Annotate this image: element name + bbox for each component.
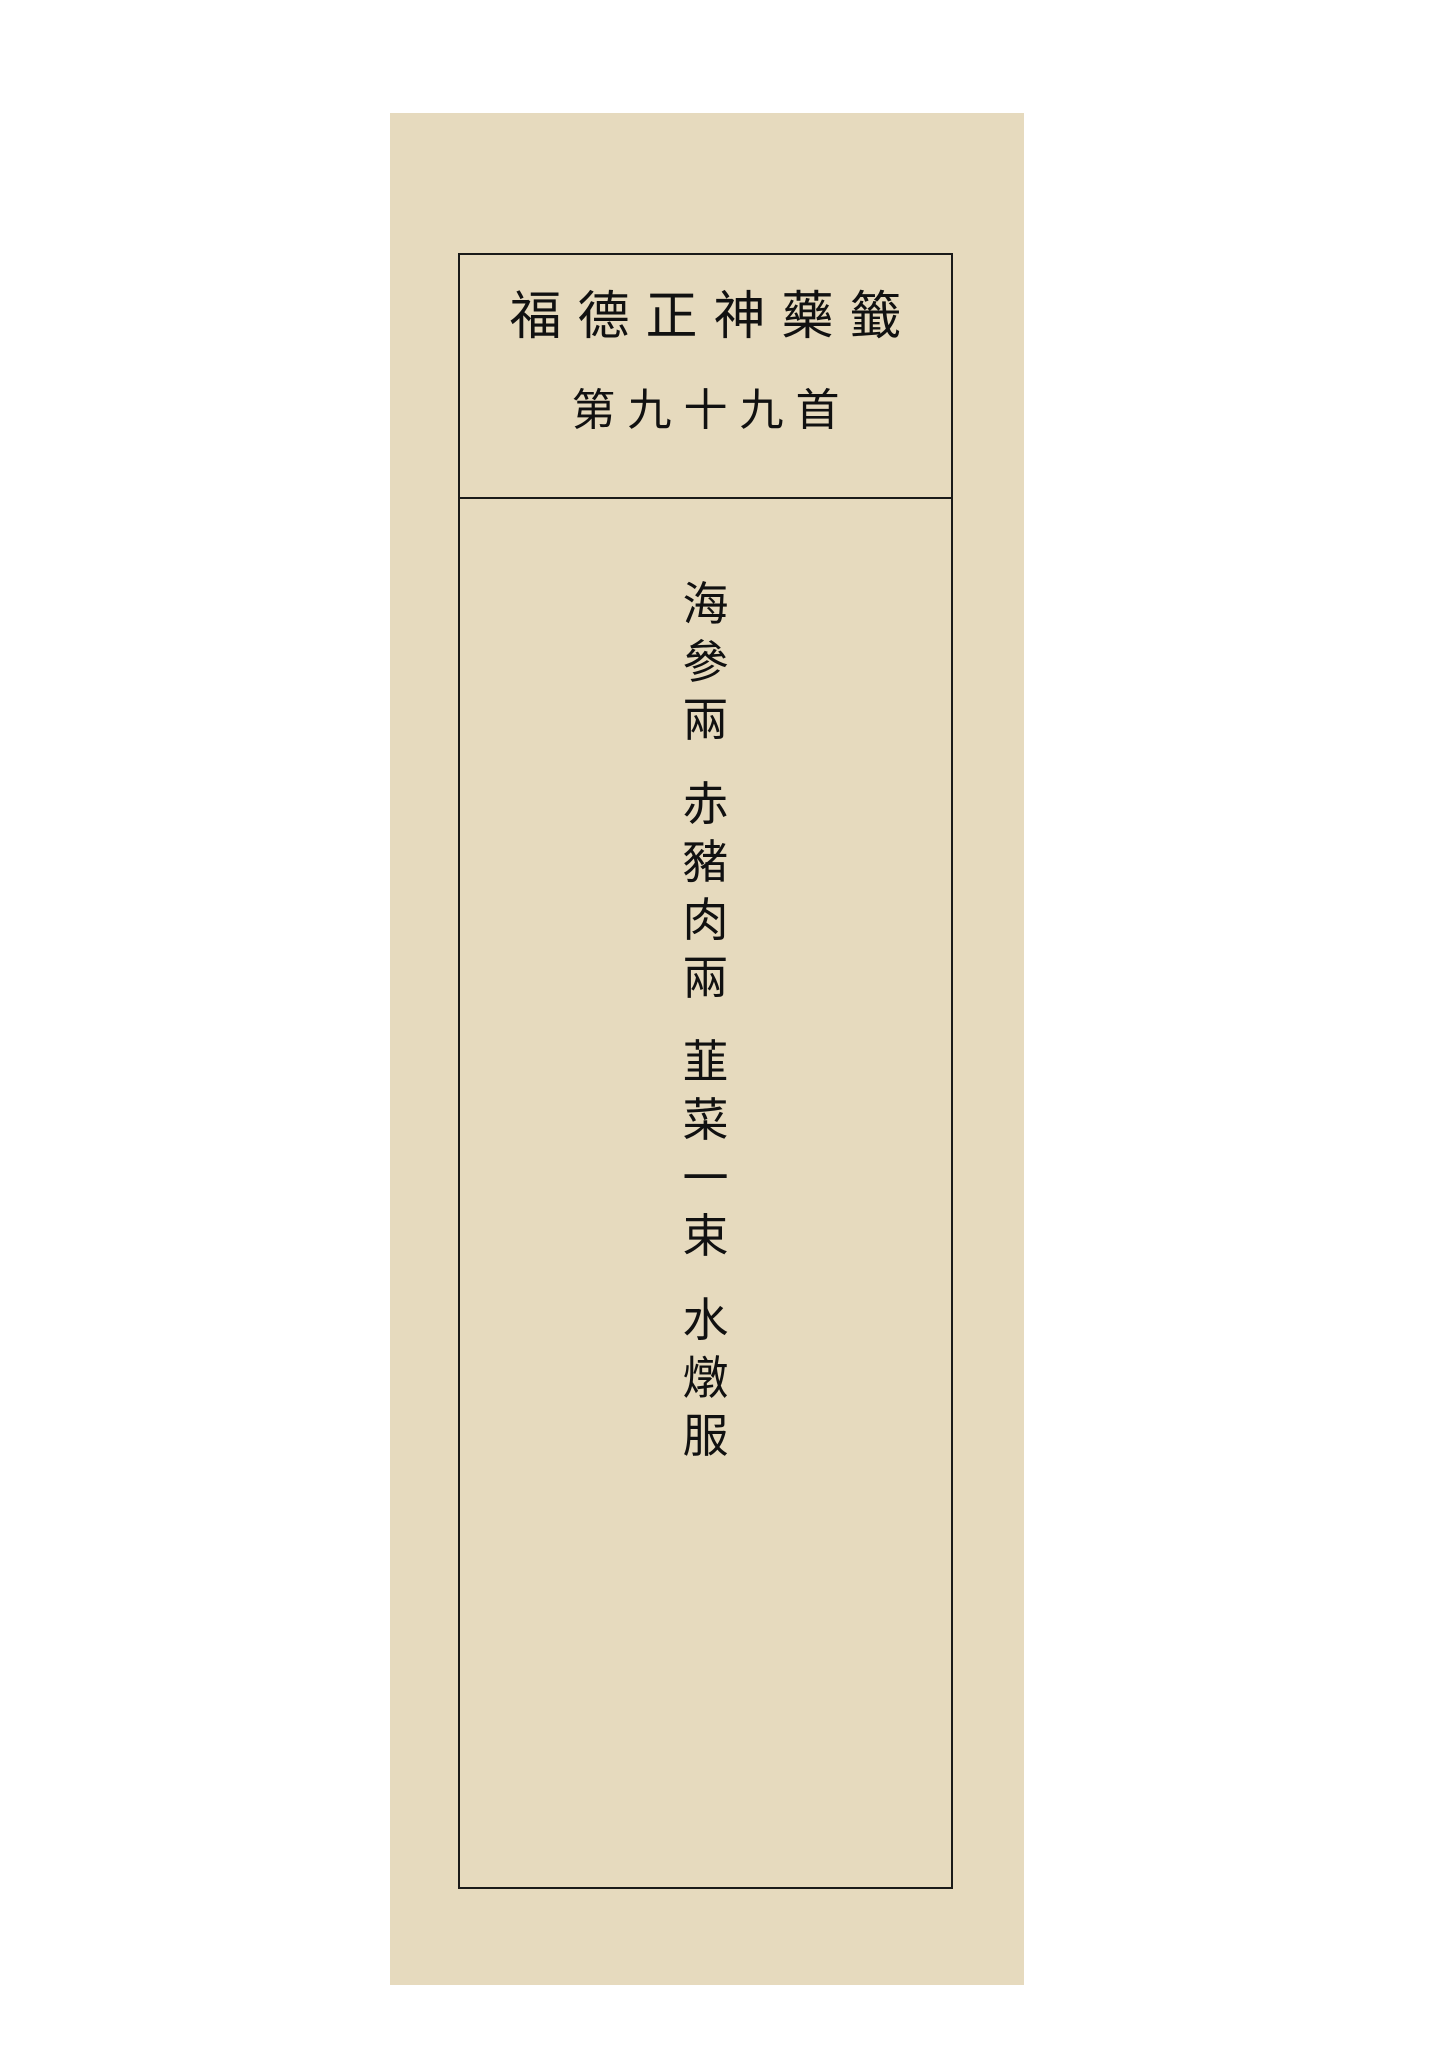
prescription-char: 肉 xyxy=(682,893,729,947)
prescription-char: 兩 xyxy=(682,693,729,747)
prescription-char: 海 xyxy=(682,577,729,631)
prescription-char: 服 xyxy=(682,1409,729,1463)
medicine-slip: 福德正神藥籤 第九十九首 海參兩赤豬肉兩韮菜一束水燉服 xyxy=(390,113,1024,1985)
slip-number: 第九十九首 xyxy=(571,385,852,436)
prescription-char: 水 xyxy=(682,1293,729,1347)
prescription-phrase: 水燉服 xyxy=(676,1291,736,1465)
prescription-column: 海參兩赤豬肉兩韮菜一束水燉服 xyxy=(460,575,951,1491)
prescription-phrase: 赤豬肉兩 xyxy=(676,775,736,1007)
prescription-char: 豬 xyxy=(682,835,729,889)
prescription-char: 燉 xyxy=(682,1351,729,1405)
slip-frame: 福德正神藥籤 第九十九首 海參兩赤豬肉兩韮菜一束水燉服 xyxy=(458,253,953,1889)
slip-header: 福德正神藥籤 第九十九首 xyxy=(460,255,951,499)
slip-body: 海參兩赤豬肉兩韮菜一束水燉服 xyxy=(460,499,951,1887)
prescription-phrase: 韮菜一束 xyxy=(676,1033,736,1265)
prescription-char: 兩 xyxy=(682,951,729,1005)
prescription-char: 赤 xyxy=(682,777,729,831)
prescription-char: 束 xyxy=(682,1209,729,1263)
prescription-char: 韮 xyxy=(682,1035,729,1089)
prescription-char: 一 xyxy=(682,1151,729,1205)
slip-title: 福德正神藥籤 xyxy=(509,287,918,347)
prescription-phrase: 海參兩 xyxy=(676,575,736,749)
prescription-char: 菜 xyxy=(682,1093,729,1147)
prescription-char: 參 xyxy=(682,635,729,689)
